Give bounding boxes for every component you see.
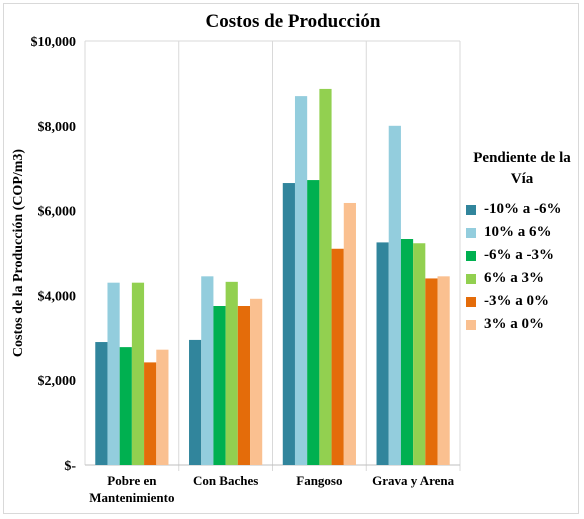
legend-label: 3% a 0%	[484, 316, 544, 332]
y-tick-label: $10,000	[31, 35, 77, 50]
bar	[388, 125, 401, 466]
legend-title: Pendiente de la Vía	[473, 150, 571, 187]
bar	[343, 202, 356, 465]
x-tick-label: Con Baches	[193, 473, 258, 488]
bar	[131, 282, 145, 465]
bar	[213, 306, 226, 465]
legend-item: -10% a -6%	[466, 198, 584, 221]
bar	[156, 349, 169, 465]
y-axis-label: Costos de la Producción (COP/m3)	[11, 149, 26, 358]
bar	[294, 96, 308, 466]
legend: Pendiente de la Vía -10% a -6% 10% a 6% -6…	[466, 148, 584, 336]
bar	[400, 239, 414, 465]
legend-swatch	[466, 273, 476, 284]
legend-swatch	[466, 204, 476, 215]
bar	[225, 281, 238, 465]
y-tick-label: $2,000	[38, 374, 77, 389]
bar	[376, 242, 389, 465]
legend-swatch	[466, 296, 476, 307]
chart-title: Costos de Producción	[206, 11, 381, 32]
bar	[282, 183, 295, 466]
bar	[425, 278, 438, 465]
legend-label: -3% a 0%	[484, 293, 549, 309]
bar	[119, 347, 132, 465]
bar	[107, 282, 120, 465]
y-tick-label: $-	[64, 459, 76, 474]
x-tick-label: Fangoso	[296, 473, 342, 488]
y-tick-label: $4,000	[38, 289, 77, 304]
legend-item: -6% a -3%	[466, 244, 584, 267]
bar	[95, 342, 108, 465]
legend-label: 6% a 3%	[484, 270, 544, 286]
bar	[437, 276, 450, 465]
plot-area: $- $2,000 $4,000 $6,000 $8,000 $10,000 Pobre e…	[31, 35, 461, 505]
x-tick-label: Pobre en Mantenimiento	[89, 473, 174, 505]
y-tick-label: $6,000	[38, 205, 77, 220]
legend-label: 10% a 6%	[484, 224, 552, 240]
y-tick-label: $8,000	[38, 120, 77, 135]
bar	[250, 298, 263, 465]
legend-label: -6% a -3%	[484, 247, 554, 263]
legend-label: -10% a -6%	[484, 201, 562, 217]
bar	[237, 306, 251, 465]
legend-item: -3% a 0%	[466, 290, 584, 313]
bar	[331, 248, 344, 465]
legend-item: 6% a 3%	[466, 267, 584, 290]
legend-swatch	[466, 319, 476, 330]
bar	[144, 362, 157, 465]
legend-swatch	[466, 250, 476, 261]
x-tick-label: Grava y Arena	[372, 473, 455, 488]
legend-swatch	[466, 227, 476, 238]
legend-item: 10% a 6%	[466, 221, 584, 244]
bar	[319, 88, 332, 466]
bar	[307, 180, 320, 465]
bar	[189, 339, 202, 465]
bar	[201, 276, 214, 465]
legend-items: -10% a -6% 10% a 6% -6% a -3% 6% a 3% -3% a …	[466, 198, 584, 336]
bar	[413, 243, 426, 465]
legend-item: 3% a 0%	[466, 313, 584, 336]
